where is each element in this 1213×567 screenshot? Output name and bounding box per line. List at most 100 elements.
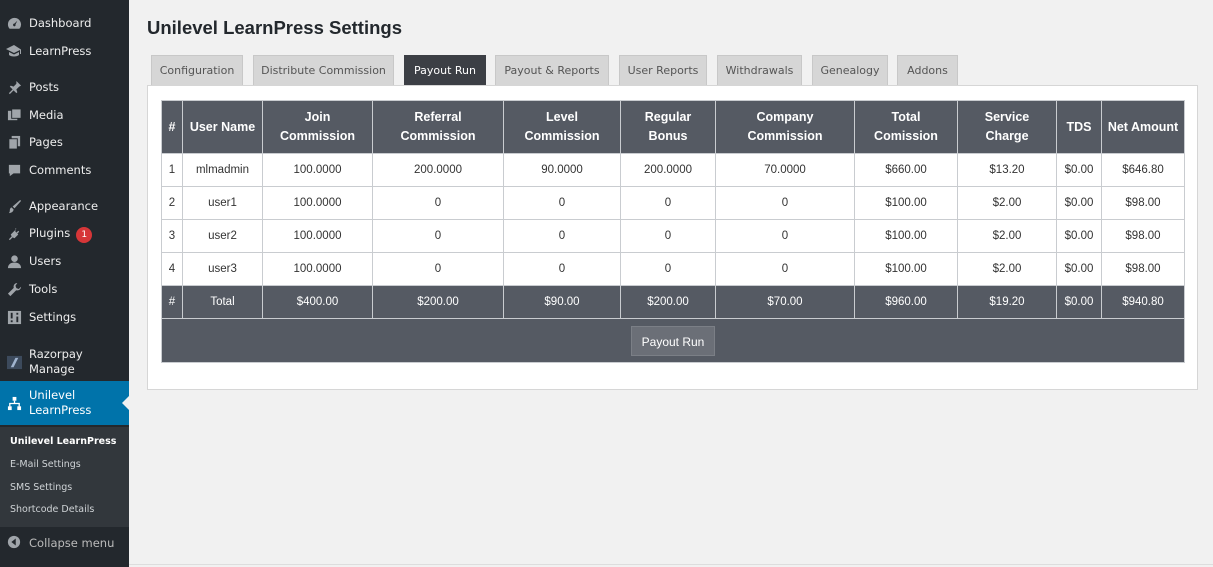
cell-index: 3 bbox=[161, 219, 183, 253]
sidebar-item-tools[interactable]: Tools bbox=[0, 276, 129, 302]
main-content: Unilevel LearnPress Settings Configurati… bbox=[129, 0, 1213, 567]
payout-run-button[interactable]: Payout Run bbox=[630, 325, 716, 356]
sidebar-item-label: Comments bbox=[29, 163, 92, 177]
sidebar-item-settings[interactable]: Settings bbox=[0, 304, 129, 330]
cell-total-comission: $100.00 bbox=[854, 252, 958, 286]
graduation-cap-icon bbox=[6, 43, 22, 59]
cell-net-amount: $98.00 bbox=[1101, 252, 1185, 286]
sidebar-item-comments[interactable]: Comments bbox=[0, 157, 129, 183]
cell-level-commission: 0 bbox=[503, 252, 621, 286]
tab-payout-run[interactable]: Payout Run bbox=[404, 55, 486, 85]
sidebar-item-label: LearnPress bbox=[29, 44, 92, 58]
collapse-menu-label: Collapse menu bbox=[29, 536, 115, 550]
cell-tds: $0.00 bbox=[1056, 153, 1102, 187]
settings-icon bbox=[6, 309, 22, 325]
cell-referral-commission: 0 bbox=[372, 219, 504, 253]
cell-company-commission: 0 bbox=[715, 186, 855, 220]
cell-regular-bonus: 0 bbox=[620, 219, 716, 253]
col-header-company-commission: Company Commission bbox=[715, 100, 855, 154]
tab-withdrawals[interactable]: Withdrawals bbox=[717, 55, 802, 85]
cell-net-amount: $98.00 bbox=[1101, 186, 1185, 220]
total-cell-level-commission: $90.00 bbox=[503, 285, 621, 319]
cell-net-amount: $646.80 bbox=[1101, 153, 1185, 187]
cell-regular-bonus: 0 bbox=[620, 252, 716, 286]
sidebar-item-label: Pages bbox=[29, 135, 63, 149]
cell-regular-bonus: 200.0000 bbox=[620, 153, 716, 187]
total-cell-referral-commission: $200.00 bbox=[372, 285, 504, 319]
sidebar-item-dashboard[interactable]: Dashboard bbox=[0, 10, 129, 36]
total-cell-net-amount: $940.80 bbox=[1101, 285, 1185, 319]
total-cell-company-commission: $70.00 bbox=[715, 285, 855, 319]
cell-net-amount: $98.00 bbox=[1101, 219, 1185, 253]
media-icon bbox=[6, 107, 22, 123]
sidebar-item-label: Users bbox=[29, 254, 62, 268]
sidebar-item-label: Posts bbox=[29, 80, 60, 94]
cell-level-commission: 90.0000 bbox=[503, 153, 621, 187]
total-cell-label: Total bbox=[182, 285, 263, 319]
submenu-item-unilevel-learnpress[interactable]: Unilevel LearnPress bbox=[10, 436, 117, 447]
cell-company-commission: 0 bbox=[715, 252, 855, 286]
sidebar-item-media[interactable]: Media bbox=[0, 102, 129, 128]
sidebar-item-plugins[interactable]: Plugins 1 bbox=[0, 221, 129, 247]
collapse-menu-button[interactable]: Collapse menu bbox=[0, 532, 129, 554]
footer-divider bbox=[129, 564, 1213, 565]
plugins-label: Plugins bbox=[29, 225, 71, 240]
col-header-tds: TDS bbox=[1056, 100, 1102, 154]
cell-join-commission: 100.0000 bbox=[262, 252, 373, 286]
cell-index: 2 bbox=[161, 186, 183, 220]
cell-total-comission: $660.00 bbox=[854, 153, 958, 187]
comments-icon bbox=[6, 162, 22, 178]
cell-tds: $0.00 bbox=[1056, 219, 1102, 253]
user-icon bbox=[6, 253, 22, 269]
cell-level-commission: 0 bbox=[503, 186, 621, 220]
col-header-regular-bonus: Regular Bonus bbox=[620, 100, 716, 154]
submenu-item-email-settings[interactable]: E-Mail Settings bbox=[10, 459, 81, 470]
tab-distribute-commission[interactable]: Distribute Commission bbox=[253, 55, 394, 85]
cell-service-charge: $13.20 bbox=[957, 153, 1057, 187]
sidebar-item-appearance[interactable]: Appearance bbox=[0, 193, 129, 219]
tab-payout-reports[interactable]: Payout & Reports bbox=[495, 55, 609, 85]
submenu-item-sms-settings[interactable]: SMS Settings bbox=[10, 482, 73, 493]
sidebar-item-pages[interactable]: Pages bbox=[0, 129, 129, 155]
table-row: 1 mlmadmin 100.0000 200.0000 90.0000 200… bbox=[161, 153, 1185, 187]
total-cell-index: # bbox=[161, 285, 183, 319]
col-header-net-amount: Net Amount bbox=[1101, 100, 1185, 154]
cell-index: 4 bbox=[161, 252, 183, 286]
cell-total-comission: $100.00 bbox=[854, 219, 958, 253]
submenu-item-shortcode-details[interactable]: Shortcode Details bbox=[10, 504, 95, 515]
total-cell-tds: $0.00 bbox=[1056, 285, 1102, 319]
sidebar-item-label: Tools bbox=[29, 282, 58, 296]
col-header-level-commission: Level Commission bbox=[503, 100, 621, 154]
collapse-arrow-icon bbox=[7, 535, 21, 552]
total-cell-total-comission: $960.00 bbox=[854, 285, 958, 319]
cell-service-charge: $2.00 bbox=[957, 252, 1057, 286]
tab-genealogy[interactable]: Genealogy bbox=[812, 55, 888, 85]
sidebar-item-users[interactable]: Users bbox=[0, 248, 129, 274]
admin-sidebar: Dashboard LearnPress Posts Media Pages bbox=[0, 0, 129, 567]
cell-user-name: user1 bbox=[182, 186, 263, 220]
cell-company-commission: 70.0000 bbox=[715, 153, 855, 187]
current-menu-arrow bbox=[122, 396, 129, 410]
tab-addons[interactable]: Addons bbox=[897, 55, 958, 85]
sidebar-item-unilevel-learnpress[interactable]: Unilevel LearnPress bbox=[0, 381, 129, 425]
sidebar-item-posts[interactable]: Posts bbox=[0, 74, 129, 100]
sidebar-item-razorpay[interactable]: Razorpay Manage bbox=[0, 346, 129, 378]
cell-join-commission: 100.0000 bbox=[262, 186, 373, 220]
col-header-user-name: User Name bbox=[182, 100, 263, 154]
cell-level-commission: 0 bbox=[503, 219, 621, 253]
col-header-service-charge: Service Charge bbox=[957, 100, 1057, 154]
action-cell: Payout Run bbox=[161, 318, 1185, 363]
table-row: 4 user3 100.0000 0 0 0 0 $100.00 $2.00 $… bbox=[161, 252, 1185, 286]
tab-configuration[interactable]: Configuration bbox=[151, 55, 243, 85]
cell-tds: $0.00 bbox=[1056, 186, 1102, 220]
cell-join-commission: 100.0000 bbox=[262, 219, 373, 253]
cell-service-charge: $2.00 bbox=[957, 186, 1057, 220]
page-title: Unilevel LearnPress Settings bbox=[147, 17, 402, 38]
payout-run-panel: # User Name Join Commission Referral Com… bbox=[147, 85, 1198, 390]
cell-referral-commission: 0 bbox=[372, 186, 504, 220]
dashboard-icon bbox=[6, 15, 22, 31]
sidebar-item-learnpress[interactable]: LearnPress bbox=[0, 38, 129, 64]
col-header-total-comission: Total Comission bbox=[854, 100, 958, 154]
cell-user-name: user3 bbox=[182, 252, 263, 286]
tab-user-reports[interactable]: User Reports bbox=[619, 55, 707, 85]
